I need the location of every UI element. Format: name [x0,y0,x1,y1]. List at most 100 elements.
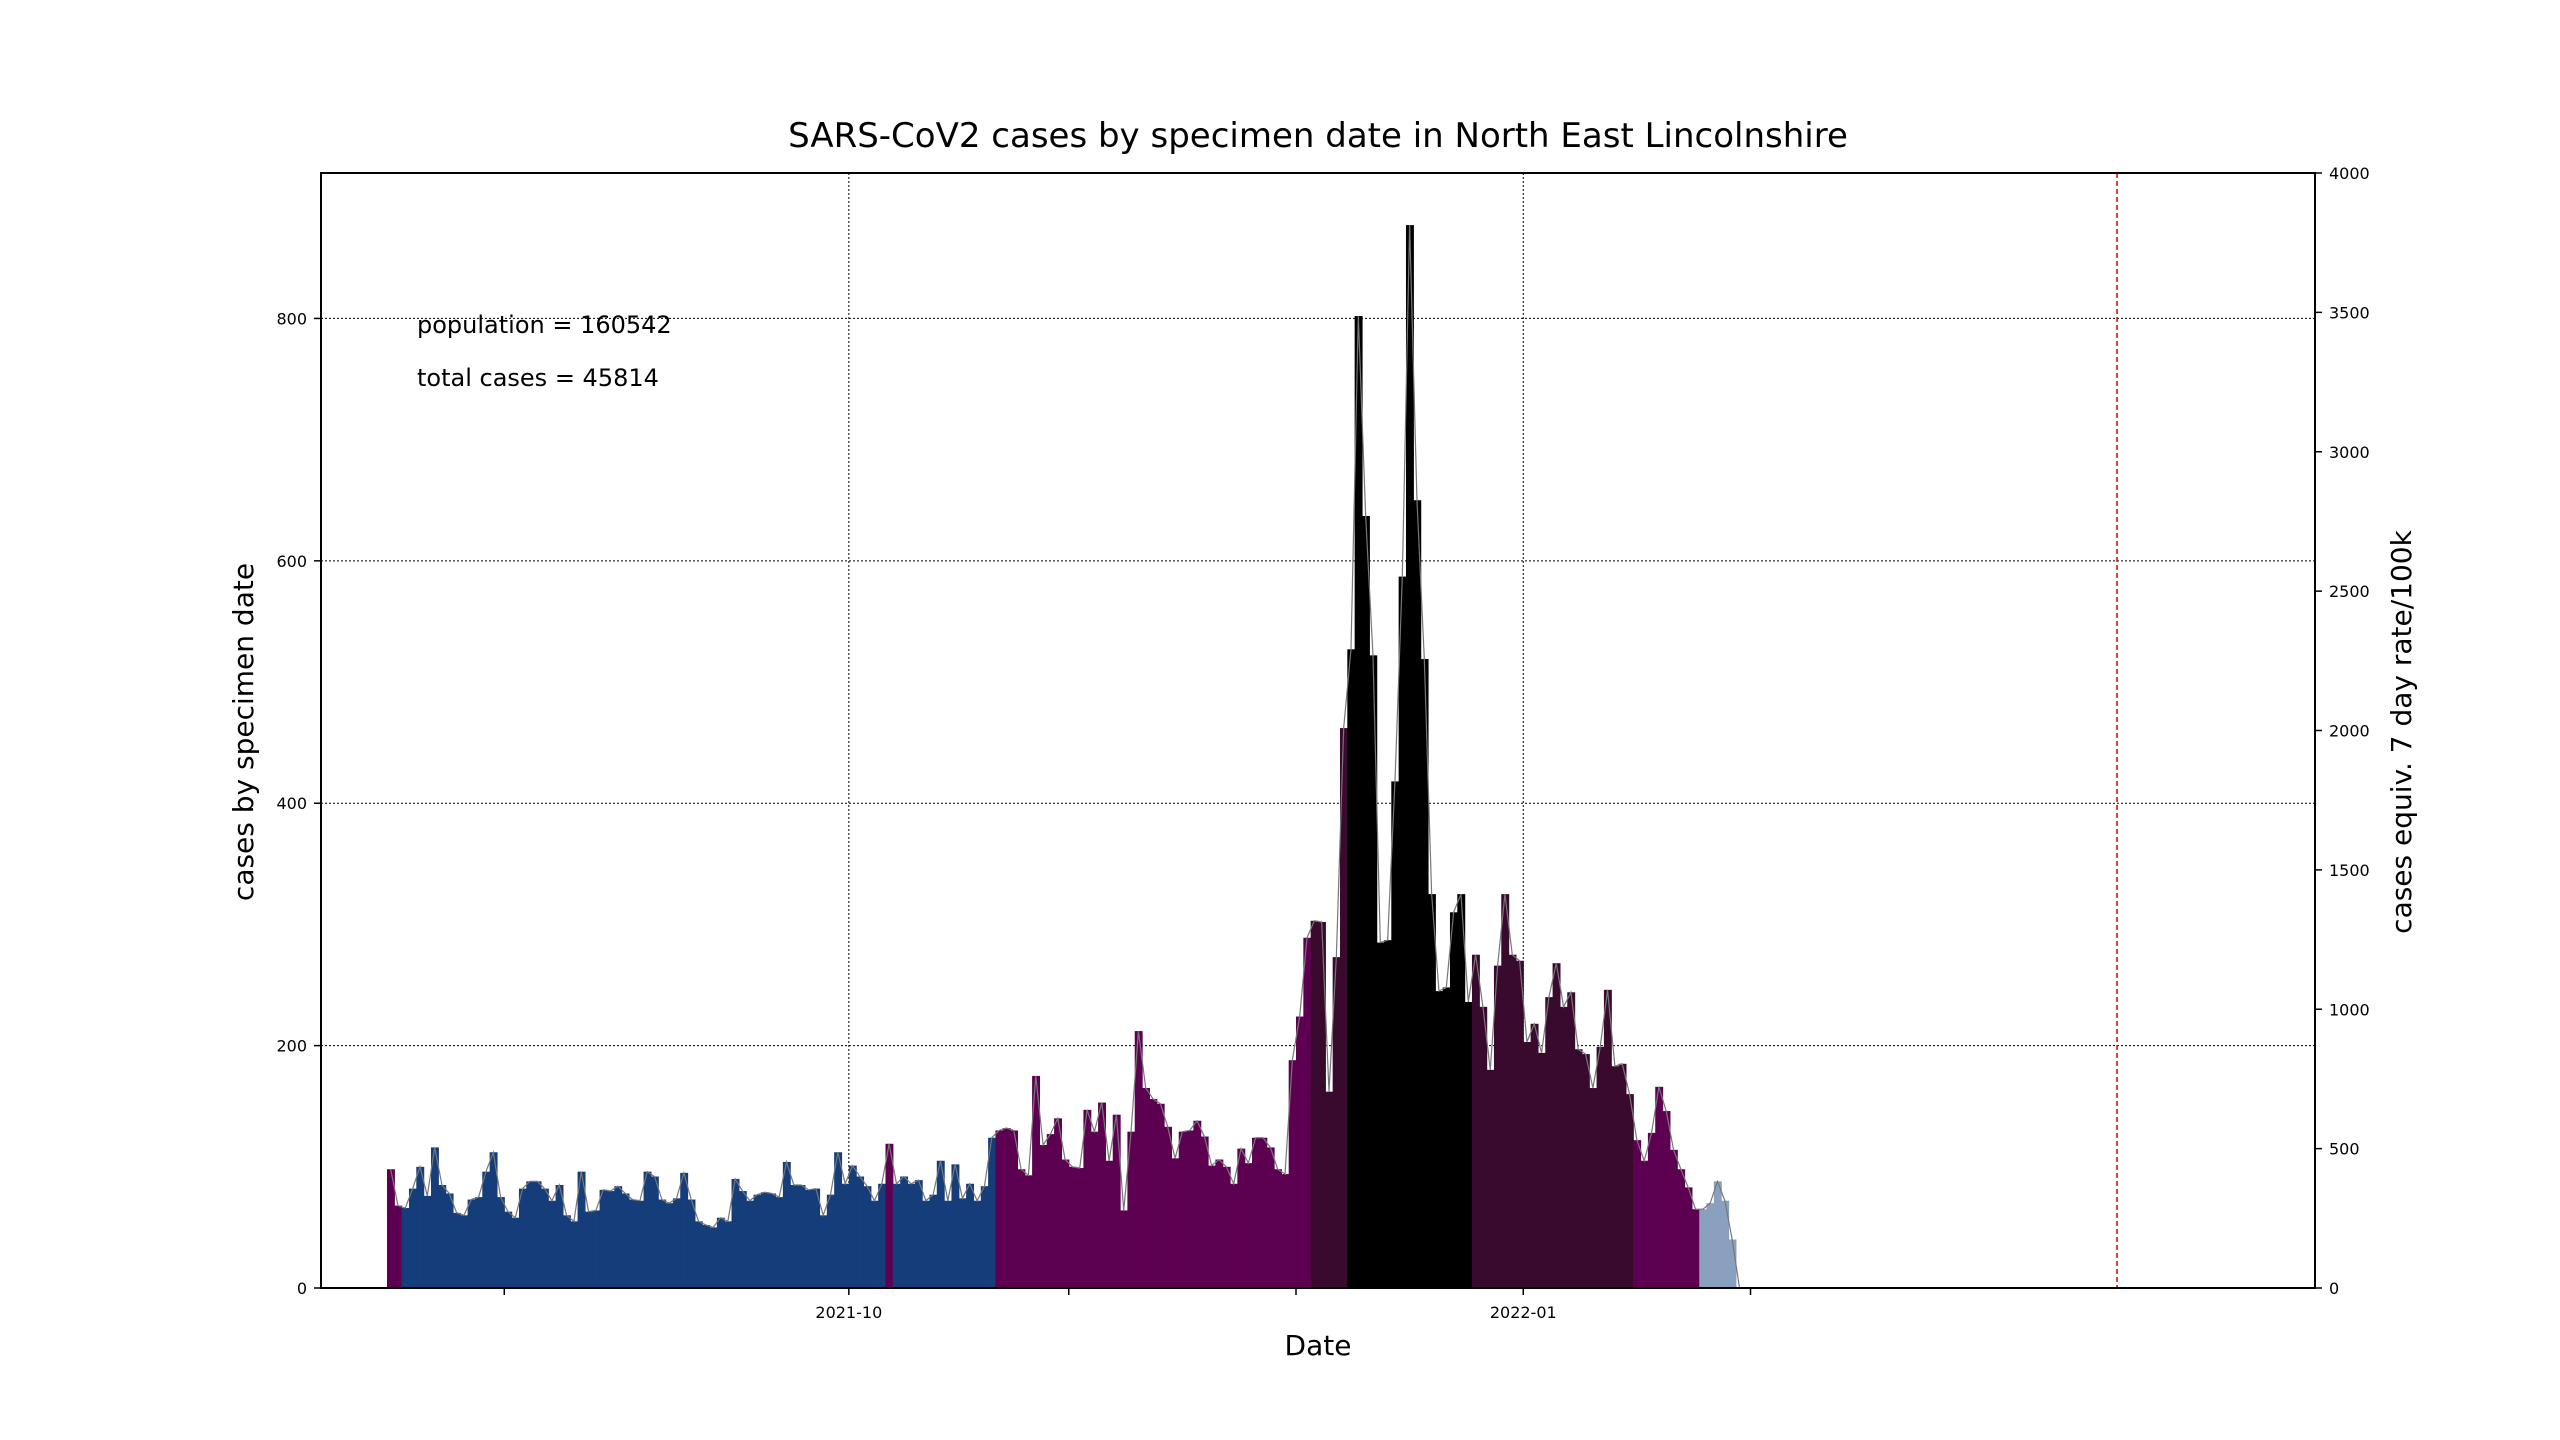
case-bar [1589,1088,1598,1288]
case-bar [1706,1203,1715,1288]
case-bar [658,1199,667,1288]
case-bar [790,1184,799,1288]
case-bar [1171,1158,1180,1288]
case-bar [1413,500,1422,1289]
case-bar [819,1215,828,1288]
case-bar [1178,1131,1187,1288]
case-bar [1435,991,1444,1288]
case-bar [1647,1132,1656,1288]
case-bar [636,1200,645,1288]
case-bar [775,1197,784,1288]
case-bar [386,1169,395,1288]
case-bar [1105,1160,1114,1288]
case-bar [1296,1016,1304,1288]
rate-line-layer [390,225,1741,1289]
case-bar [394,1205,403,1288]
case-bar [540,1188,549,1288]
case-bar [1002,1128,1011,1288]
case-bar [1383,940,1392,1288]
case-bar [980,1186,989,1288]
case-bar [1266,1147,1275,1288]
case-bar [958,1198,967,1288]
y-right-tick-label: 1500 [2329,861,2370,880]
total-cases-annotation: total cases = 45814 [417,364,659,392]
case-bar [1274,1169,1282,1288]
case-bar [1545,997,1554,1288]
case-bar [621,1193,630,1288]
case-bar [1156,1103,1165,1288]
case-bar [628,1199,637,1288]
plot-frame [320,172,2316,1289]
case-bar [680,1172,689,1288]
case-bar [489,1152,498,1288]
case-bar [1479,1006,1488,1288]
case-bar [936,1160,945,1288]
case-bar [1618,1063,1627,1288]
case-bar [504,1211,513,1288]
case-bar [526,1181,535,1288]
chart-title: SARS-CoV2 cases by specimen date in Nort… [788,116,1848,156]
case-bar [1120,1210,1128,1288]
case-bar [1259,1137,1268,1288]
case-bar [482,1171,491,1288]
case-bar [1369,655,1378,1288]
case-bar [804,1189,813,1288]
case-bar [511,1217,520,1288]
y-right-tick-label: 2500 [2329,582,2370,601]
case-bar [1574,1049,1583,1288]
case-bar [848,1165,857,1288]
case-bar [1376,942,1385,1288]
case-bar [746,1200,755,1288]
case-bar [1354,316,1363,1288]
case-bar [1537,1052,1546,1288]
case-bar [614,1186,623,1288]
case-bar [1090,1131,1099,1288]
case-bar [702,1224,711,1288]
case-bar [966,1183,975,1288]
case-bar [1039,1144,1048,1288]
case-bar [1361,515,1370,1288]
case-bar [1332,957,1341,1288]
y-axis-title: cases by specimen date [227,563,260,901]
case-bar [1112,1114,1121,1288]
case-bar [1230,1183,1238,1288]
y-tick-label: 600 [276,552,307,571]
case-bar [1318,921,1326,1288]
case-bar [562,1215,571,1288]
case-bar [1252,1137,1260,1288]
case-bar [1127,1131,1136,1288]
case-bar [1669,1149,1678,1288]
case-bar [760,1192,769,1288]
case-bar [753,1194,762,1288]
case-bar [1244,1163,1253,1288]
case-bar [1427,894,1436,1288]
case-bar [988,1137,997,1288]
case-bar [533,1181,542,1288]
case-bar [1032,1075,1041,1288]
case-bar [467,1199,476,1288]
case-bar [907,1183,916,1288]
axes-layer: 0 200 400 600 800 0 500 1000 1500 2000 2500 3000 350… [276,164,2369,1322]
case-bar [870,1200,879,1288]
case-bar [672,1198,681,1288]
case-bar [1581,1054,1590,1288]
case-bar [1186,1130,1194,1288]
case-bar [709,1227,718,1288]
case-bar [1662,1111,1671,1288]
case-bar [650,1176,659,1288]
y-right-tick-label: 2000 [2329,722,2370,741]
x-axis-title: Date [1285,1329,1352,1362]
case-bar [438,1184,447,1288]
case-bar [1655,1086,1664,1288]
case-bar [1713,1181,1722,1288]
case-bar [951,1164,960,1288]
case-bar [1464,1001,1473,1288]
y-axis-right-title: cases equiv. 7 day rate/100k [2385,529,2418,933]
x-tick-label: 2022-01 [1490,1303,1557,1322]
case-bar [885,1143,894,1288]
case-bar [973,1200,982,1288]
case-bar [1076,1168,1085,1288]
case-bar [1611,1066,1620,1288]
